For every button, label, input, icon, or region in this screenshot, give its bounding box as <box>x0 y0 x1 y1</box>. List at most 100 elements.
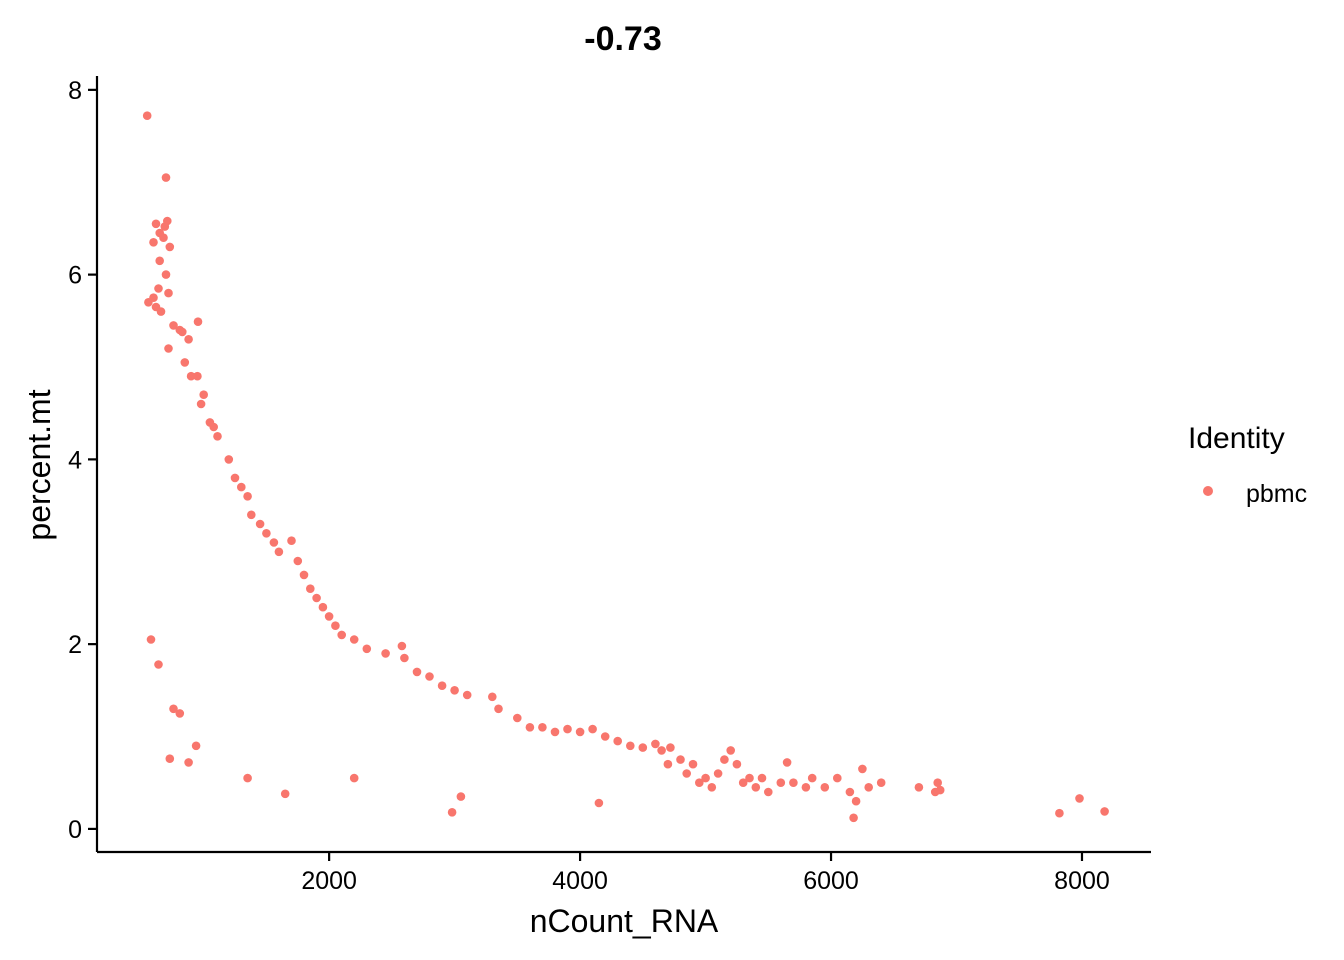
data-point <box>676 755 685 764</box>
data-point <box>682 769 691 778</box>
y-tick-label: 0 <box>68 816 82 844</box>
data-point <box>588 724 597 734</box>
y-axis-ticks: 0 2 4 6 8 <box>68 77 97 844</box>
data-point <box>833 773 842 783</box>
chart-title: -0.73 <box>584 20 662 58</box>
data-point <box>180 358 190 367</box>
data-point <box>1055 808 1064 818</box>
data-point <box>161 270 171 279</box>
data-point <box>293 556 303 566</box>
data-point <box>412 667 422 677</box>
data-point <box>324 612 334 621</box>
data-point <box>164 344 173 353</box>
data-point <box>600 732 610 741</box>
data-point <box>738 778 748 787</box>
x-axis-label: nCount_RNA <box>530 903 719 939</box>
legend-label-pbmc: pbmc <box>1246 480 1307 508</box>
data-point <box>178 327 187 337</box>
data-point <box>494 704 503 714</box>
data-point <box>1100 807 1109 816</box>
data-point <box>935 785 945 795</box>
data-point <box>462 690 472 700</box>
data-point <box>306 584 315 593</box>
x-tick-label: 4000 <box>552 867 608 895</box>
y-tick-label: 8 <box>68 77 82 105</box>
data-point <box>563 724 572 734</box>
data-point <box>262 529 271 538</box>
data-point <box>154 284 163 293</box>
data-point <box>575 727 585 737</box>
data-point <box>349 635 359 644</box>
data-point <box>801 783 811 792</box>
data-point <box>876 778 886 787</box>
data-point <box>651 739 660 749</box>
data-point <box>657 746 666 755</box>
y-tick-label: 6 <box>68 262 82 290</box>
data-point <box>247 510 256 520</box>
data-point <box>933 778 942 787</box>
data-point <box>456 792 466 801</box>
data-point <box>155 256 164 266</box>
data-point <box>184 335 193 344</box>
data-point <box>175 709 185 718</box>
data-point <box>450 686 459 695</box>
data-point <box>199 390 208 400</box>
data-point <box>154 660 163 669</box>
data-point <box>209 422 218 432</box>
data-point <box>146 635 156 644</box>
data-point <box>525 723 535 732</box>
x-tick-label: 6000 <box>803 867 859 895</box>
data-point <box>807 773 817 783</box>
data-point <box>447 808 457 817</box>
data-point <box>151 219 161 229</box>
data-point <box>745 773 754 783</box>
legend-key-pbmc <box>1203 486 1213 496</box>
data-point <box>243 773 252 783</box>
data-point <box>864 783 873 792</box>
data-point <box>1075 794 1084 803</box>
data-point <box>164 288 173 298</box>
data-point <box>381 649 390 658</box>
data-point <box>764 787 773 797</box>
data-point <box>312 593 321 603</box>
data-point <box>695 778 704 787</box>
data-point <box>169 704 178 714</box>
data-point <box>299 570 309 580</box>
points-layer <box>142 111 1109 823</box>
data-point <box>191 741 201 751</box>
data-point <box>782 758 792 767</box>
data-point <box>144 298 153 307</box>
data-point <box>720 755 729 764</box>
data-point <box>914 783 924 792</box>
data-point <box>851 796 861 806</box>
data-point <box>663 759 673 769</box>
data-point <box>156 307 166 316</box>
data-point <box>193 317 203 327</box>
data-point <box>726 746 735 755</box>
legend: Identity pbmc <box>1188 422 1307 508</box>
data-point <box>169 321 178 330</box>
data-point <box>594 798 604 808</box>
data-point <box>626 741 635 751</box>
data-point <box>165 754 175 763</box>
data-point <box>337 630 347 640</box>
data-point <box>707 783 717 792</box>
data-point <box>318 602 328 612</box>
data-point <box>255 519 265 529</box>
data-point <box>184 758 193 767</box>
data-point <box>613 736 622 746</box>
data-point <box>193 371 202 381</box>
data-point <box>142 111 152 120</box>
data-point <box>849 813 858 823</box>
y-tick-label: 4 <box>68 446 82 474</box>
data-point <box>287 536 296 545</box>
data-point <box>845 787 855 797</box>
data-point <box>160 222 170 231</box>
data-point <box>362 644 372 654</box>
data-point <box>243 492 252 501</box>
data-point <box>331 621 340 630</box>
data-point <box>666 743 675 752</box>
data-point <box>638 743 648 752</box>
data-point <box>732 759 742 769</box>
